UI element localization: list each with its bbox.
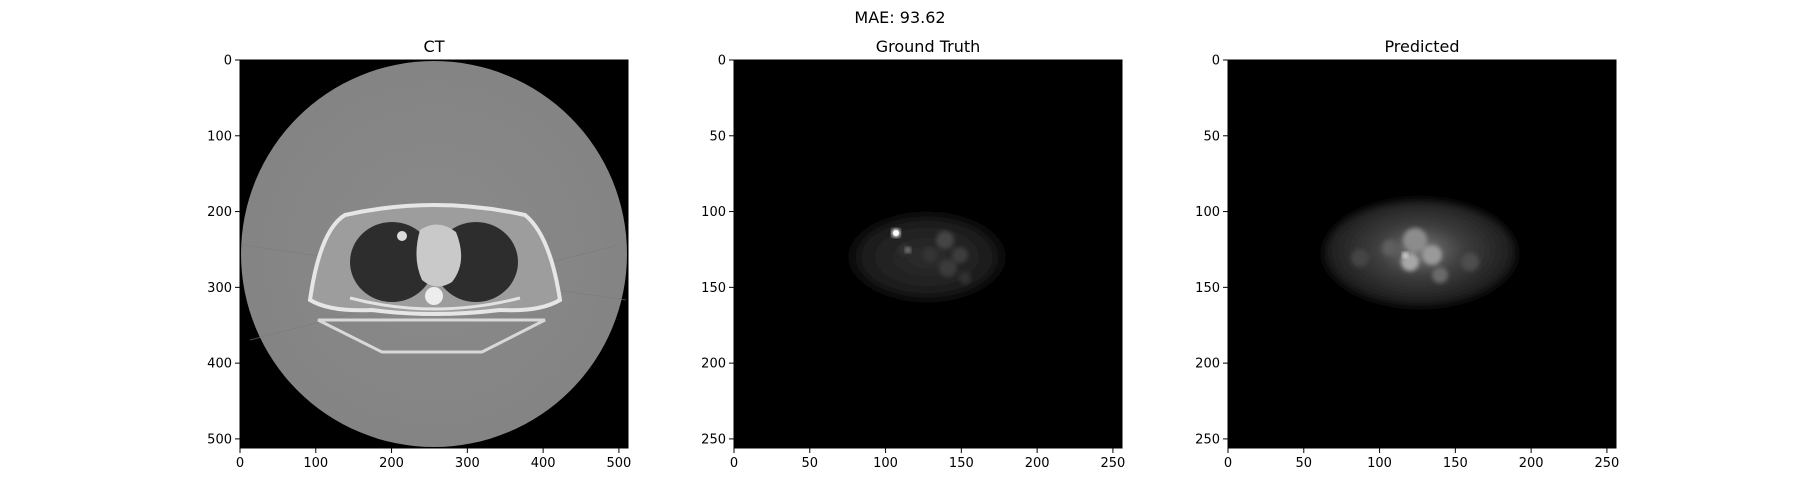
pred-ytick-label: 150 [1195,281,1220,296]
pred-xtick-label: 0 [1224,456,1232,471]
ct-left-lung [350,222,434,302]
ct-axes-frame [239,59,629,449]
pred-title: Predicted [1384,37,1459,56]
ct-xtick-label: 300 [455,456,480,471]
pred-heart-uptake [1351,228,1479,283]
gt-uptake-spot [959,272,971,284]
gt-xtick-label: 50 [802,456,819,471]
pred-ytick-label: 250 [1195,432,1220,447]
gt-uptake-spot [936,231,954,249]
pred-uptake-spot [1461,253,1479,271]
ct-ticks: 0 100 200 300 400 500 0 100 200 300 400 500 [207,54,631,472]
gt-xtick-label: 100 [873,456,898,471]
gt-ytick-label: 200 [701,357,726,372]
pred-ytick-label: 200 [1195,357,1220,372]
ct-xtick-label: 0 [236,456,244,471]
pred-body-uptake [1322,200,1518,312]
gt-title: Ground Truth [876,37,981,56]
pred-xtick-label: 100 [1367,456,1392,471]
ct-heart [416,224,462,287]
ct-ytick-label: 100 [207,129,232,144]
pred-uptake-spot [1382,240,1398,256]
gt-uptake-spot [923,248,937,262]
ct-ytick-label: 200 [207,205,232,220]
ct-xtick-label: 500 [606,456,631,471]
ct-title: CT [424,37,445,56]
pred-xtick-label: 200 [1519,456,1544,471]
ct-back-contour [349,296,521,311]
pred-uptake-spot [1403,228,1427,252]
ct-xtick-label: 100 [303,456,328,471]
pred-uptake-spot [1351,249,1369,267]
gt-hotspot-core [893,230,899,236]
ct-ytick-label: 0 [224,54,232,69]
gt-ytick-label: 0 [718,54,726,69]
pred-xtick-label: 250 [1594,456,1619,471]
ct-xtick-label: 400 [531,456,556,471]
gt-uptake-spot [952,247,968,263]
gt-uptake-spot [939,259,957,277]
gt-ytick-label: 50 [709,129,726,144]
pred-ytick-label: 50 [1203,129,1220,144]
predicted-panel: 0 50 100 150 200 250 0 50 100 150 200 250 Predicted [1195,37,1619,471]
gt-xtick-label: 0 [730,456,738,471]
ct-panel: 0 100 200 300 400 500 0 100 200 300 400 500 CT [207,37,631,471]
pred-uptake-spot [1432,267,1448,283]
ct-patient-table [317,318,546,354]
gt-xtick-label: 150 [949,456,974,471]
ct-xtick-label: 200 [379,456,404,471]
pred-ytick-label: 0 [1212,54,1220,69]
gt-secondary-spot [905,247,911,253]
gt-ytick-label: 150 [701,281,726,296]
pred-xtick-label: 150 [1443,456,1468,471]
pred-uptake-spot [1422,245,1442,265]
gt-ytick-label: 250 [701,432,726,447]
ct-ytick-label: 300 [207,281,232,296]
pred-xtick-label: 50 [1296,456,1313,471]
gt-xtick-label: 250 [1100,456,1125,471]
pred-ticks: 0 50 100 150 200 250 0 50 100 150 200 250 [1195,54,1619,472]
gt-xtick-label: 200 [1025,456,1050,471]
figure-title: MAE: 93.62 [854,8,946,27]
gt-axes-frame [733,59,1123,449]
ct-lesion [397,231,407,241]
pred-ytick-label: 100 [1195,205,1220,220]
pred-axes-frame [1227,59,1617,449]
ct-spine [425,287,443,305]
ct-ytick-label: 400 [207,357,232,372]
ct-ytick-label: 500 [207,432,232,447]
ground-truth-panel: 0 50 100 150 200 250 0 50 100 150 200 250 Ground Tr… [701,37,1125,471]
pred-hotspot [1402,252,1408,258]
gt-ticks: 0 50 100 150 200 250 0 50 100 150 200 250 [701,54,1125,472]
gt-ytick-label: 100 [701,205,726,220]
